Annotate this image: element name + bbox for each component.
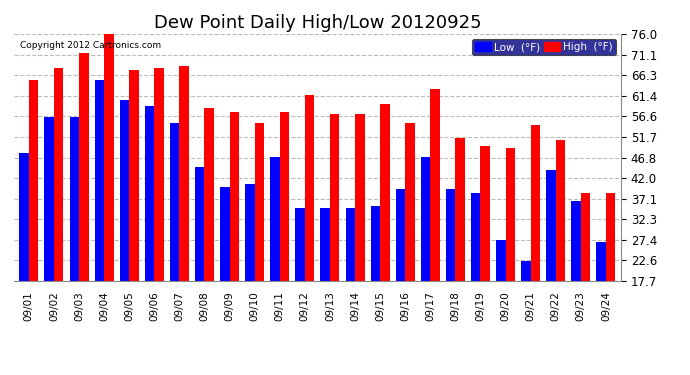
Bar (19, 153, 29, 356)
Bar (521, 261, 531, 356)
Bar (129, 70, 139, 356)
Legend: Low  (°F), High  (°F): Low (°F), High (°F) (472, 39, 615, 56)
Bar (380, 104, 390, 356)
Bar (104, 34, 114, 356)
Bar (371, 206, 380, 356)
Bar (279, 112, 289, 356)
Bar (346, 208, 355, 356)
Title: Dew Point Daily High/Low 20120925: Dew Point Daily High/Low 20120925 (154, 14, 481, 32)
Bar (295, 208, 305, 356)
Bar (220, 187, 230, 356)
Bar (446, 189, 455, 356)
Bar (70, 117, 79, 356)
Bar (179, 66, 189, 356)
Bar (270, 157, 279, 356)
Bar (320, 208, 330, 356)
Bar (54, 68, 63, 356)
Bar (455, 138, 465, 356)
Bar (606, 193, 615, 356)
Bar (245, 184, 255, 356)
Bar (230, 112, 239, 356)
Bar (330, 114, 339, 356)
Bar (506, 148, 515, 356)
Bar (480, 146, 490, 356)
Bar (355, 114, 364, 356)
Bar (95, 81, 104, 356)
Bar (596, 242, 606, 356)
Bar (255, 123, 264, 356)
Bar (195, 168, 204, 356)
Bar (119, 99, 129, 356)
Bar (581, 193, 591, 356)
Bar (405, 123, 415, 356)
Bar (204, 108, 214, 356)
Bar (546, 170, 555, 356)
Bar (145, 106, 155, 356)
Bar (395, 189, 405, 356)
Bar (555, 140, 565, 356)
Bar (421, 157, 431, 356)
Text: Copyright 2012 Cartronics.com: Copyright 2012 Cartronics.com (20, 41, 161, 50)
Bar (496, 240, 506, 356)
Bar (44, 117, 54, 356)
Bar (79, 53, 88, 356)
Bar (431, 89, 440, 356)
Bar (305, 95, 315, 356)
Bar (170, 123, 179, 356)
Bar (531, 125, 540, 356)
Bar (29, 81, 39, 356)
Bar (471, 193, 480, 356)
Bar (155, 68, 164, 356)
Bar (571, 201, 581, 356)
